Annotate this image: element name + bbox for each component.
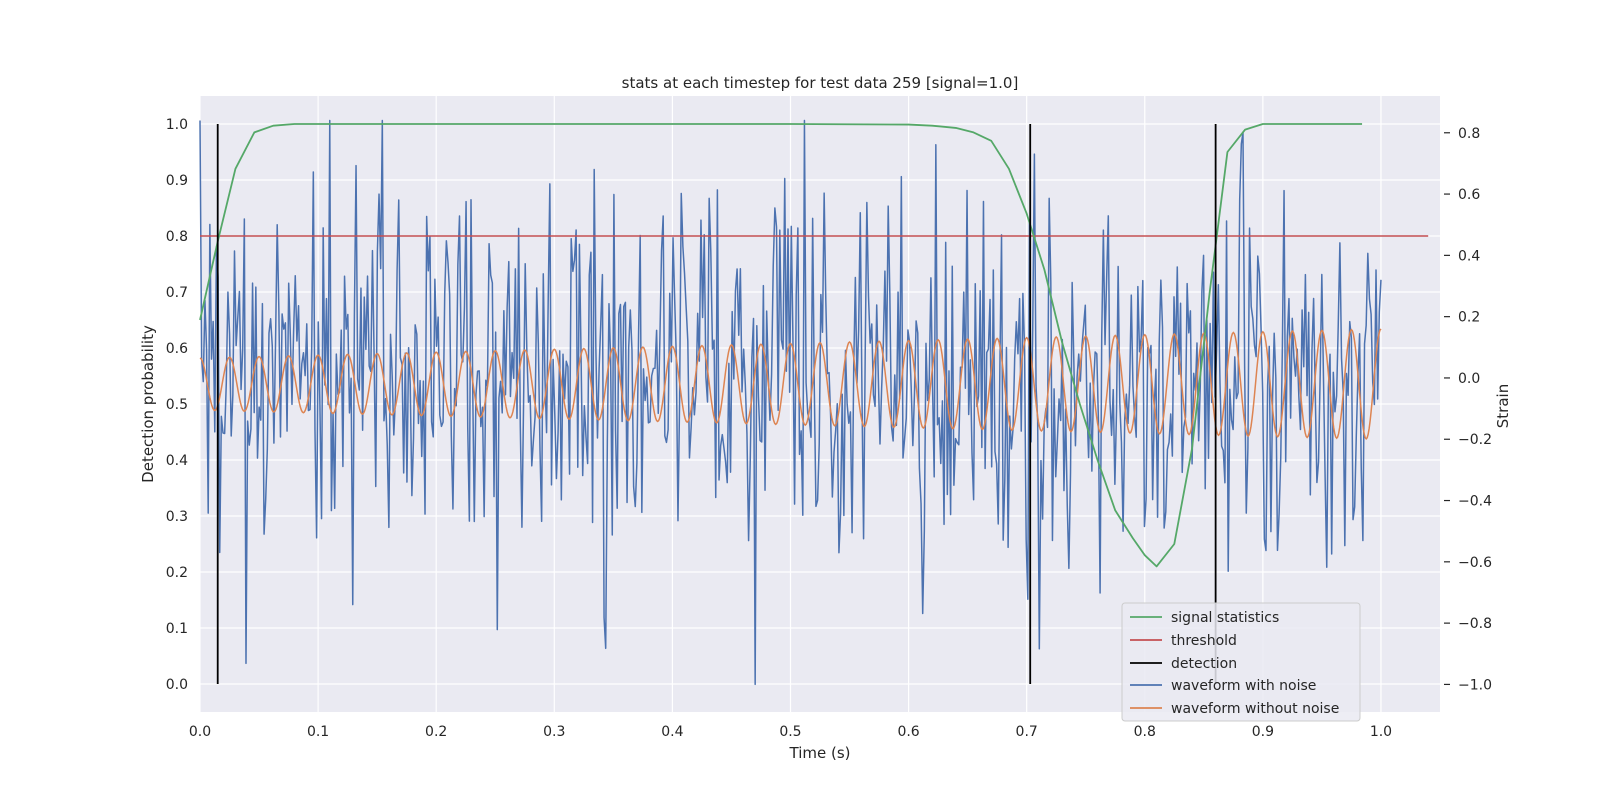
x-tick-label: 1.0 xyxy=(1370,724,1392,740)
legend-label-noisy: waveform with noise xyxy=(1171,678,1316,694)
x-tick-label: 0.3 xyxy=(543,724,565,740)
y2-tick-label: 0.0 xyxy=(1458,371,1480,387)
x-tick-label: 0.2 xyxy=(425,724,447,740)
y-tick-label: 0.5 xyxy=(166,397,188,413)
legend-label-signal: signal statistics xyxy=(1171,610,1279,626)
y2-tick-label: −0.6 xyxy=(1458,555,1492,571)
x-tick-label: 0.0 xyxy=(189,724,211,740)
legend-label-threshold: threshold xyxy=(1171,633,1237,649)
x-tick-label: 0.8 xyxy=(1134,724,1156,740)
y-tick-label: 0.9 xyxy=(166,173,188,189)
y-axis-label: Detection probability xyxy=(139,325,157,483)
y-tick-label: 0.4 xyxy=(166,453,188,469)
y-tick-label: 0.8 xyxy=(166,229,188,245)
y-tick-label: 1.0 xyxy=(166,117,188,133)
x-tick-label: 0.4 xyxy=(661,724,683,740)
series-layer xyxy=(199,119,1429,686)
y-tick-label: 0.7 xyxy=(166,285,188,301)
y2-tick-label: 0.6 xyxy=(1458,187,1480,203)
x-axis: 0.0 0.1 0.2 0.3 0.4 0.5 0.6 0.7 0.8 0.9 1.0 xyxy=(189,724,1392,740)
y2-tick-label: −0.4 xyxy=(1458,494,1492,510)
y-tick-label: 0.6 xyxy=(166,341,188,357)
y2-tick-label: −0.8 xyxy=(1458,616,1492,632)
legend-box xyxy=(1121,602,1361,722)
series-waveform-with-noise xyxy=(199,119,1382,686)
y-tick-label: 0.3 xyxy=(166,509,188,525)
y-tick-label: 0.0 xyxy=(166,677,188,693)
y2-tick-label: 0.2 xyxy=(1458,310,1480,326)
y2-axis-label: Strain xyxy=(1494,384,1512,428)
legend-label-detection: detection xyxy=(1171,656,1237,672)
x-tick-label: 0.6 xyxy=(897,724,919,740)
x-tick-label: 0.5 xyxy=(779,724,801,740)
x-tick-label: 0.7 xyxy=(1016,724,1038,740)
legend: signal statistics threshold detection wa… xyxy=(1121,602,1361,722)
y2-tick-label: 0.4 xyxy=(1458,248,1480,264)
y2-tick-label: 0.8 xyxy=(1458,126,1480,142)
x-tick-label: 0.1 xyxy=(307,724,329,740)
x-axis-label: Time (s) xyxy=(789,744,851,762)
y2-tick-label: −0.2 xyxy=(1458,432,1492,448)
x-tick-label: 0.9 xyxy=(1252,724,1274,740)
y-tick-label: 0.2 xyxy=(166,565,188,581)
y-axis-right: −1.0 −0.8 −0.6 −0.4 −0.2 0.0 0.2 0.4 0.6 0.8 xyxy=(1444,126,1492,693)
y-axis-left: 0.0 0.1 0.2 0.3 0.4 0.5 0.6 0.7 0.8 0.9 1.0 xyxy=(166,117,188,693)
legend-label-clean: waveform without noise xyxy=(1171,701,1339,717)
chart-title: stats at each timestep for test data 259… xyxy=(622,74,1019,92)
y-tick-label: 0.1 xyxy=(166,621,188,637)
y2-tick-label: −1.0 xyxy=(1458,677,1492,693)
series-waveform-without-noise xyxy=(199,328,1382,441)
